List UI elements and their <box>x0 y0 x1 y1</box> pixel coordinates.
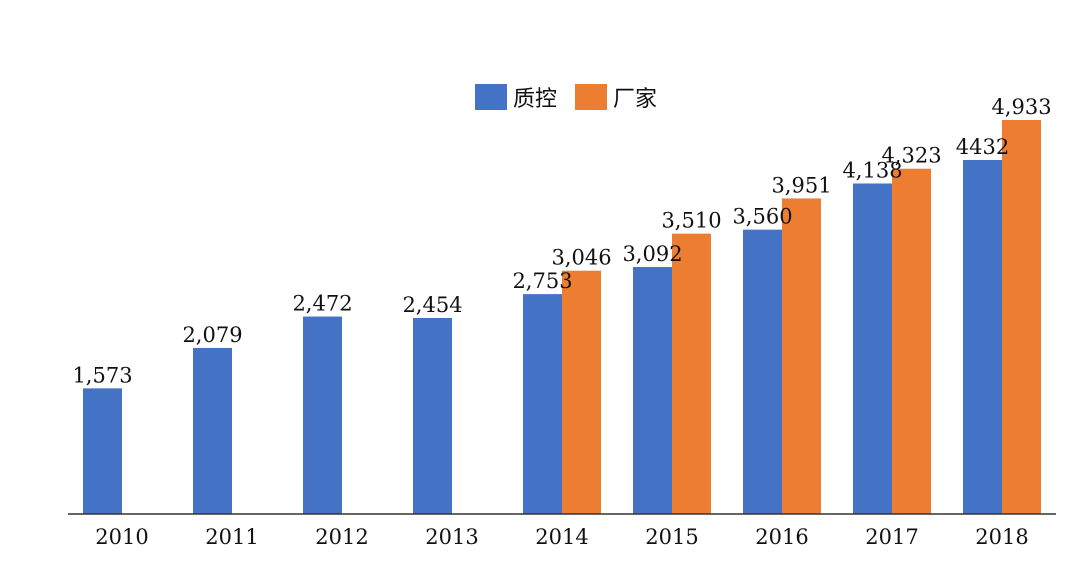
bar-quality-control-2010 <box>83 388 122 514</box>
bar-quality-control-2011 <box>193 347 232 514</box>
bar-quality-control-2013 <box>413 317 452 514</box>
value-label-quality-control-2017: 4,138 <box>842 158 902 182</box>
bar-manufacturer-2017 <box>892 168 931 514</box>
bar-quality-control-2015 <box>633 267 672 514</box>
bar-manufacturer-2016 <box>782 198 821 514</box>
value-label-quality-control-2012: 2,472 <box>292 292 352 316</box>
value-label-quality-control-2015: 3,092 <box>622 242 682 266</box>
x-tick-label-2018: 2018 <box>975 525 1028 549</box>
x-tick-labels-group: 2010 2011 2012 2013 2014 2015 2016 2017 2018 <box>95 525 1028 549</box>
bar-manufacturer-2015 <box>672 233 711 514</box>
bar-quality-control-2014 <box>523 294 562 514</box>
bar-manufacturer-2018 <box>1002 120 1041 514</box>
value-label-quality-control-2010: 1,573 <box>72 363 132 387</box>
x-tick-label-2016: 2016 <box>755 525 808 549</box>
legend-swatch-quality-control <box>475 84 507 110</box>
bars-group <box>83 120 1041 514</box>
bar-quality-control-2017 <box>853 183 892 514</box>
legend: 质控 厂家 <box>475 84 657 112</box>
bar-quality-control-2016 <box>743 229 782 514</box>
x-tick-label-2017: 2017 <box>865 525 918 549</box>
value-label-manufacturer-2018: 4,933 <box>991 95 1051 119</box>
value-label-manufacturer-2016: 3,951 <box>771 173 831 197</box>
value-label-quality-control-2014: 2,753 <box>512 269 572 293</box>
value-label-manufacturer-2017: 4,323 <box>881 144 941 168</box>
x-tick-label-2010: 2010 <box>95 525 148 549</box>
legend-swatch-manufacturer <box>575 84 607 110</box>
legend-label-manufacturer: 厂家 <box>613 87 657 112</box>
bar-quality-control-2012 <box>303 316 342 514</box>
value-label-quality-control-2016: 3,560 <box>732 205 792 229</box>
x-tick-label-2011: 2011 <box>205 525 258 549</box>
x-tick-label-2014: 2014 <box>535 525 588 549</box>
value-label-quality-control-2018: 4432 <box>956 135 1009 159</box>
legend-label-quality-control: 质控 <box>513 87 557 112</box>
value-label-quality-control-2013: 2,454 <box>402 293 462 317</box>
value-label-manufacturer-2014: 3,046 <box>551 246 611 270</box>
bar-quality-control-2018 <box>963 160 1002 514</box>
value-label-manufacturer-2015: 3,510 <box>661 209 721 233</box>
x-tick-label-2013: 2013 <box>425 525 478 549</box>
x-tick-label-2015: 2015 <box>645 525 698 549</box>
x-tick-label-2012: 2012 <box>315 525 368 549</box>
bar-manufacturer-2014 <box>562 270 601 514</box>
value-label-quality-control-2011: 2,079 <box>182 323 242 347</box>
